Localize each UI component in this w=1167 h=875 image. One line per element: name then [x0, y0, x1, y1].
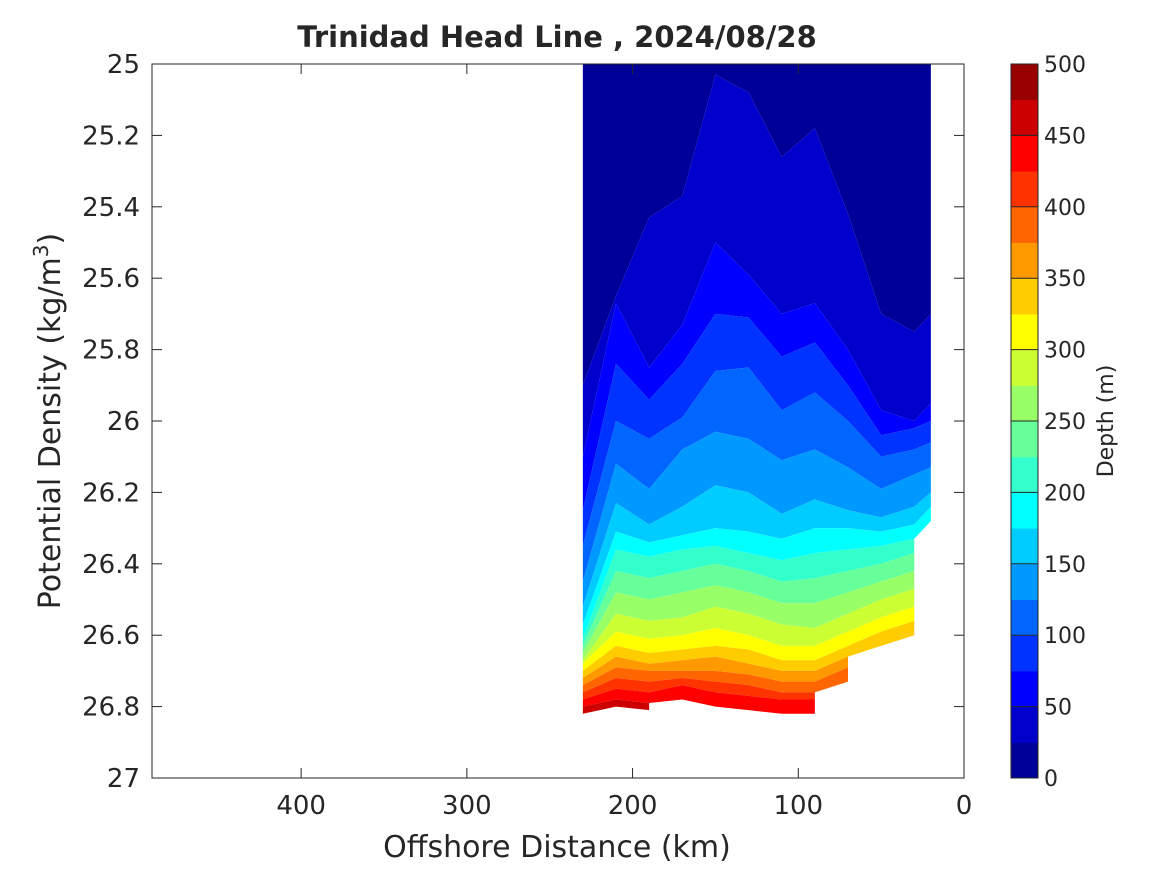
contour-band-15	[582, 667, 848, 693]
y-tick-label: 26.8	[82, 693, 140, 723]
y-tick-label: 25	[107, 50, 140, 80]
colorbar-tick-label: 300	[1044, 339, 1086, 364]
colorbar-swatch	[1011, 563, 1038, 600]
contour-band-2	[582, 242, 931, 511]
contour-band-0	[582, 64, 931, 386]
colorbar-swatch	[1011, 706, 1038, 743]
contour-band-13	[582, 620, 915, 679]
contour-band-5	[582, 431, 931, 607]
colorbar-tick-label: 450	[1044, 124, 1086, 149]
colorbar-swatch	[1011, 278, 1038, 315]
colorbar-swatch	[1011, 456, 1038, 493]
y-axis: 25 25.2 25.4 25.6 25.8 26 26.2 26.4 26.6 26.8 27	[82, 50, 964, 794]
x-axis: 400 300 200 100 0	[276, 64, 972, 821]
colorbar-tick-label: 200	[1044, 481, 1086, 506]
contour-band-16	[582, 678, 815, 700]
x-tick-label: 400	[276, 791, 326, 821]
colorbar-swatch	[1011, 206, 1038, 243]
contour-band-3	[582, 313, 931, 546]
contour-band-8	[582, 538, 915, 646]
colorbar-tick-label: 150	[1044, 553, 1086, 578]
colorbar-tick-label: 100	[1044, 624, 1086, 649]
colorbar-swatch	[1011, 349, 1038, 386]
contour-band-11	[582, 588, 915, 664]
colorbar-swatch	[1011, 670, 1038, 708]
y-tick-label: 26.2	[82, 478, 140, 508]
colorbar-swatch	[1011, 313, 1038, 351]
contour-band-10	[582, 570, 915, 661]
y-tick-label: 27	[107, 764, 140, 794]
contour-band-18	[582, 699, 650, 714]
x-axis-label: Offshore Distance (km)	[383, 830, 731, 865]
x-tick-label: 300	[442, 791, 492, 821]
colorbar-swatch	[1011, 635, 1038, 672]
colorbar-tick-label: 400	[1044, 196, 1086, 221]
contour-band-7	[582, 506, 931, 639]
colorbar-tick-label: 0	[1044, 767, 1058, 792]
colorbar-swatch	[1011, 135, 1038, 172]
contour-band-1	[582, 74, 931, 457]
x-tick-label: 200	[608, 791, 658, 821]
x-tick-label: 0	[956, 791, 973, 821]
y-tick-label: 25.8	[82, 336, 140, 366]
y-tick-label: 25.2	[82, 121, 140, 151]
colorbar-tick-label: 250	[1044, 410, 1086, 435]
colorbar-swatch	[1011, 171, 1038, 208]
y-axis-label-sup: 3	[29, 244, 53, 257]
contour-band-12	[582, 606, 915, 671]
contour-band-9	[582, 553, 915, 654]
contour-band-6	[582, 485, 931, 625]
contour-band-4	[582, 367, 931, 582]
colorbar-swatch	[1011, 599, 1038, 636]
colorbar-swatch	[1011, 99, 1038, 136]
colorbar-label: Depth (m)	[1094, 365, 1119, 478]
colorbar-tick-label: 50	[1044, 696, 1072, 721]
colorbar: 0 50 100 150 200 250 300 350 400 450 500	[1010, 53, 1086, 792]
colorbar-tick-label: 500	[1044, 53, 1086, 78]
y-tick-label: 26	[107, 407, 140, 437]
colorbar-swatch	[1011, 421, 1038, 458]
contour-band-17	[582, 685, 815, 714]
colorbar-tick-label: 350	[1044, 267, 1086, 292]
chart-title: Trinidad Head Line , 2024/08/28	[297, 20, 817, 54]
colorbar-swatch	[1011, 385, 1038, 422]
y-tick-label: 25.4	[82, 193, 140, 223]
y-tick-label: 26.6	[82, 621, 140, 651]
x-tick-label: 100	[773, 791, 823, 821]
y-tick-label: 26.4	[82, 550, 140, 580]
y-axis-label-close: )	[33, 233, 68, 245]
y-tick-label: 25.6	[82, 264, 140, 294]
colorbar-swatch	[1011, 64, 1038, 101]
colorbar-swatch	[1011, 492, 1038, 529]
colorbar-swatch	[1011, 242, 1038, 279]
colorbar-swatch	[1011, 528, 1038, 565]
y-axis-label-main: Potential Density (kg/m	[33, 257, 68, 609]
colorbar-swatch	[1011, 742, 1038, 779]
contour-fill	[582, 64, 931, 714]
y-axis-label: Potential Density (kg/m3)	[29, 233, 68, 609]
